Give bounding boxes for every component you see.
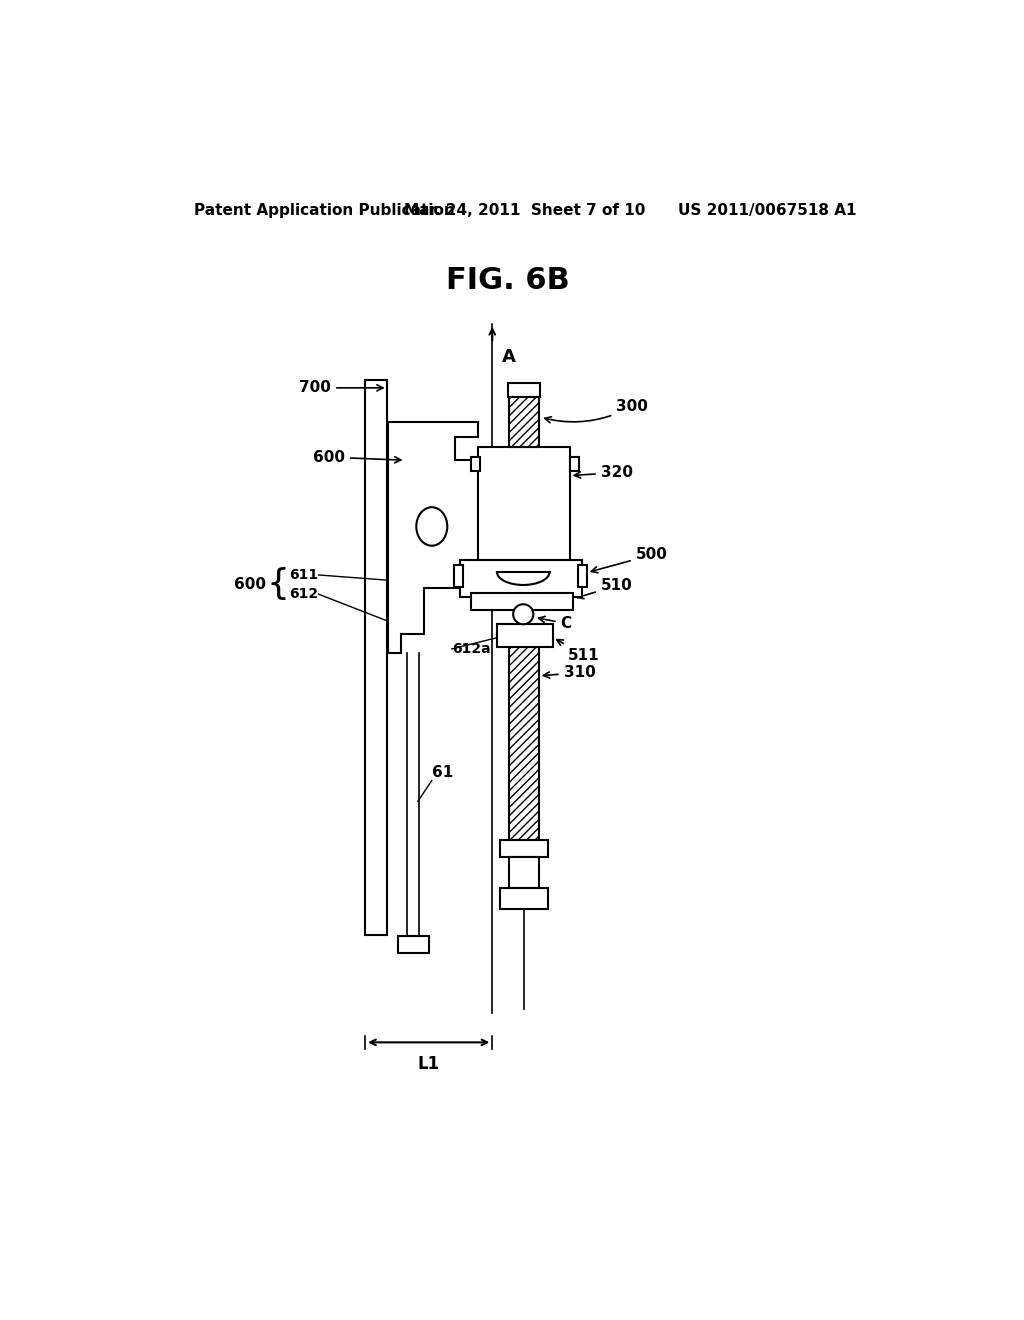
- Text: 310: 310: [544, 665, 595, 680]
- Ellipse shape: [513, 605, 534, 624]
- Text: L1: L1: [418, 1056, 439, 1073]
- Bar: [500, 840, 548, 857]
- Bar: [471, 457, 480, 471]
- Bar: [471, 594, 572, 610]
- Bar: [478, 447, 569, 564]
- Text: {: {: [266, 568, 289, 601]
- Bar: [454, 565, 463, 586]
- Bar: [460, 560, 583, 597]
- Text: 611: 611: [289, 568, 318, 582]
- Bar: [366, 380, 387, 935]
- Text: 511: 511: [557, 640, 600, 663]
- Text: 600: 600: [313, 450, 400, 465]
- Text: 300: 300: [545, 399, 648, 422]
- Text: 612: 612: [289, 587, 318, 601]
- Bar: [509, 857, 539, 887]
- Text: 600: 600: [233, 577, 266, 591]
- Ellipse shape: [417, 507, 447, 545]
- Bar: [578, 565, 587, 586]
- Text: C: C: [539, 616, 571, 631]
- Text: Patent Application Publication: Patent Application Publication: [194, 203, 455, 218]
- Text: 510: 510: [578, 578, 633, 599]
- Bar: [508, 383, 541, 397]
- Text: 700: 700: [299, 380, 383, 396]
- Bar: [509, 397, 539, 447]
- Bar: [397, 936, 429, 953]
- Bar: [569, 457, 579, 471]
- Bar: [497, 624, 553, 647]
- Polygon shape: [388, 422, 478, 653]
- Bar: [500, 887, 548, 909]
- Text: FIG. 6B: FIG. 6B: [445, 265, 569, 294]
- Text: 320: 320: [574, 465, 633, 480]
- Text: A: A: [502, 348, 515, 366]
- Text: 500: 500: [591, 548, 668, 573]
- Bar: [509, 647, 539, 840]
- Text: 612a: 612a: [452, 642, 490, 656]
- Text: US 2011/0067518 A1: US 2011/0067518 A1: [678, 203, 856, 218]
- Text: 61: 61: [432, 766, 453, 780]
- Text: Mar. 24, 2011  Sheet 7 of 10: Mar. 24, 2011 Sheet 7 of 10: [404, 203, 645, 218]
